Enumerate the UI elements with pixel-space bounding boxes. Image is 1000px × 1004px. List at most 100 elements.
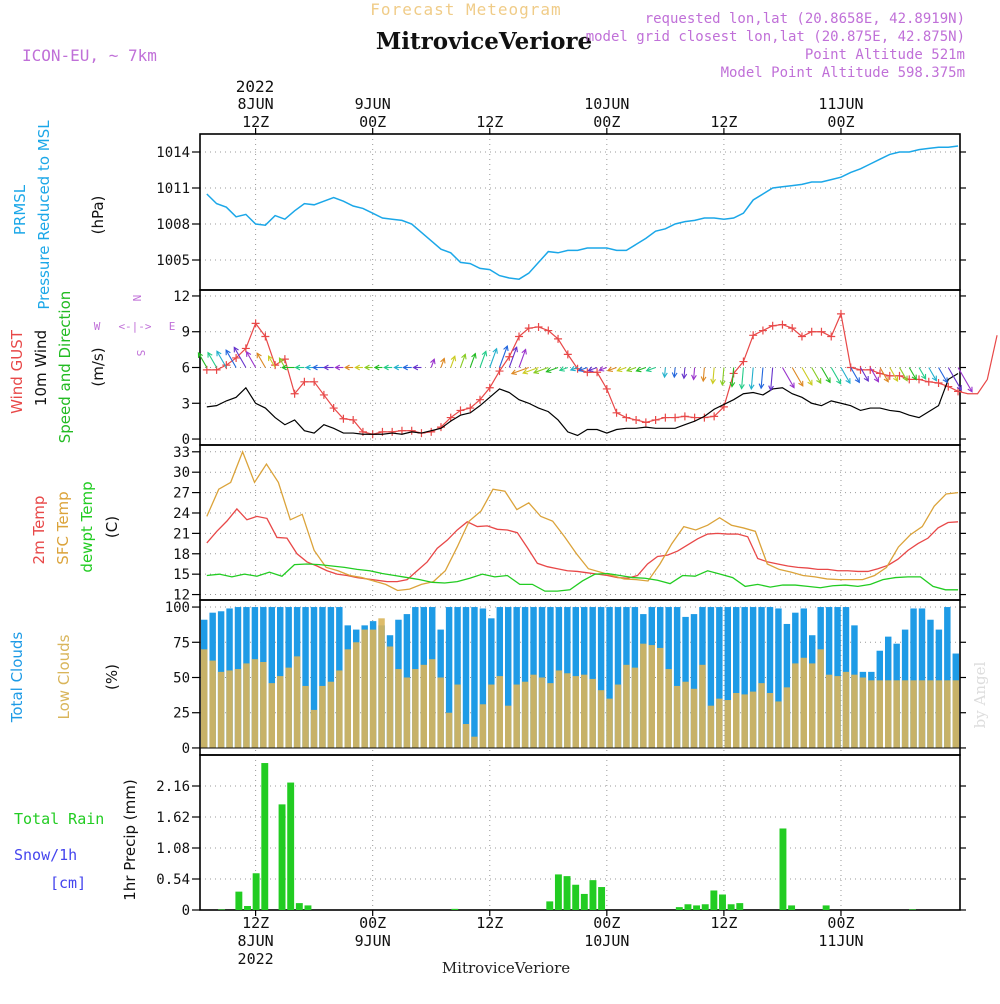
y-tick-label: 21: [173, 526, 190, 542]
rain-bar: [572, 884, 580, 910]
rain-bar: [304, 905, 312, 910]
wind-arrow: [617, 366, 627, 372]
low-cloud-bar: [910, 680, 917, 748]
wind-arrow-head: [558, 366, 565, 372]
low-cloud-bar: [538, 677, 546, 748]
y-tick-label: 27: [173, 486, 190, 502]
y-tick-label: 1.62: [156, 810, 190, 826]
top-axis-label: 00Z: [593, 113, 620, 131]
wind-arrow-head: [816, 378, 822, 385]
rain-bar: [451, 908, 459, 910]
wind-arrow-head: [863, 375, 869, 383]
gust-marker: [739, 357, 748, 366]
wind-arrow-head: [956, 385, 962, 392]
wind-arrow-head: [278, 357, 285, 364]
wind-arrow: [721, 367, 725, 386]
low-cloud-bar: [581, 674, 588, 748]
panel-frame: [199, 444, 961, 601]
total-cloud-bar: [513, 607, 520, 748]
low-cloud-bar: [471, 736, 478, 748]
low-cloud-bar: [462, 724, 470, 748]
low-cloud-bar: [851, 674, 858, 748]
panel-clouds: 0 25 50 75 100: [165, 599, 966, 757]
gust-marker: [924, 377, 933, 386]
wind-arrow: [860, 367, 869, 382]
wind-arrow: [731, 367, 735, 387]
total-cloud-bar: [445, 607, 453, 748]
low-cloud-bar: [555, 670, 563, 748]
total-cloud-bar: [724, 607, 731, 748]
total-cloud-bar: [741, 607, 748, 748]
wind-arrow: [522, 366, 539, 374]
total-cloud-bar: [597, 607, 605, 748]
wind-arrow-head: [569, 365, 576, 372]
top-axis-label: 12Z: [476, 113, 503, 131]
wind-arrow-head: [719, 380, 726, 387]
low-cloud-bar: [395, 669, 402, 748]
wind-arrow: [830, 367, 842, 385]
low-cloud-bar: [277, 676, 284, 748]
gust-marker: [300, 377, 309, 386]
low-cloud-bar: [918, 680, 926, 748]
low-cloud-bar: [935, 680, 943, 748]
wind-arrow-head: [606, 366, 613, 372]
wind-line: [206, 372, 959, 437]
rain-bar: [287, 782, 295, 910]
wind-arrow: [750, 367, 754, 390]
y-tick-label: 12: [173, 289, 190, 305]
wind-arrow-head: [373, 364, 380, 371]
wind-arrow: [879, 367, 889, 382]
gust-marker: [232, 353, 241, 362]
footer-location: MitroviceVeriore: [442, 959, 570, 977]
wind-arrow-head: [450, 355, 457, 362]
wind-arrow: [770, 367, 774, 391]
total-cloud-bar: [471, 607, 478, 748]
pressure-labels: PRMSL Pressure Reduced to MSL (hPa): [11, 120, 107, 310]
wind-arrow-head: [691, 374, 697, 381]
wind-arrow: [646, 366, 656, 372]
low-cloud-bar: [758, 683, 765, 748]
wind-arrow-head: [545, 367, 552, 374]
prmsl-sublabel: Pressure Reduced to MSL: [35, 120, 53, 310]
low-cloud-bar: [597, 690, 605, 748]
requested-coords: requested lon,lat (20.8658E, 42.8919N): [645, 11, 965, 27]
low-cloud-bar: [665, 669, 672, 748]
rain-bar: [736, 903, 744, 910]
low-cloud-bar: [201, 649, 208, 748]
wind-arrow-head: [393, 364, 400, 371]
gust-label: Wind GUST: [8, 329, 26, 414]
total-cloud-bar: [690, 614, 698, 748]
y-tick-label: 33: [173, 445, 190, 461]
total-cloud-bar: [606, 607, 613, 748]
wind-arrow: [947, 367, 962, 391]
top-axis-label: 00Z: [827, 113, 854, 131]
top-axis-label: 9JUN: [355, 95, 391, 113]
gust-marker: [222, 361, 231, 370]
rain-bar: [701, 904, 709, 910]
gust-marker: [612, 408, 621, 417]
wind-arrow-head: [311, 364, 318, 371]
wind-arrow: [508, 347, 518, 368]
low-cloud-bar: [302, 685, 309, 748]
dew-line: [206, 563, 959, 592]
gust-marker: [456, 406, 465, 415]
low-cloud-bar: [648, 645, 655, 748]
wind-arrow: [559, 366, 568, 371]
t2m-line: [206, 507, 959, 583]
wind-arrow: [489, 348, 498, 368]
wind-arrow: [801, 367, 813, 386]
gust-marker: [397, 426, 406, 435]
wind-arrow-head: [892, 375, 899, 383]
bottom-axis-label: 00Z: [359, 914, 386, 932]
bottom-axis-label: 10JUN: [584, 932, 629, 950]
gust-marker: [241, 344, 250, 353]
bottom-axis-label: 2022: [238, 950, 274, 968]
low-cloud-bar: [234, 669, 242, 748]
panel-wind: 0 3 6 9 12: [173, 289, 998, 448]
total-cloud-bar: [319, 607, 326, 748]
low-cloud-bar: [766, 693, 774, 748]
wind-arrow-head: [412, 364, 419, 371]
low-cloud-bar: [657, 647, 664, 748]
wind-arrow: [570, 366, 578, 371]
y-tick-label: 1005: [156, 253, 190, 269]
